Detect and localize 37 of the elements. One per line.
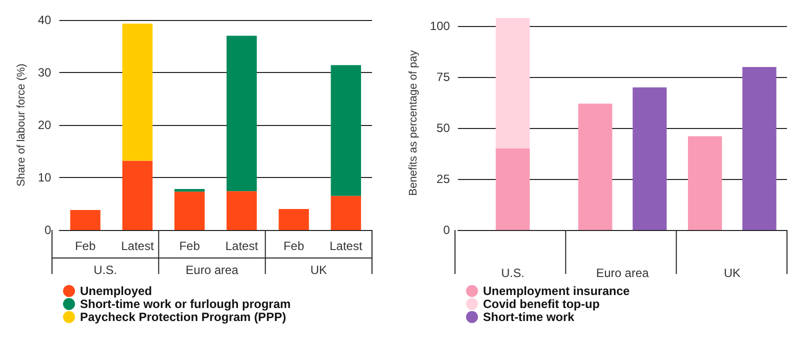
bar [330,65,362,196]
x-tick-label: Euro area [596,266,650,280]
bar [174,189,205,192]
y-tick-label: 0 [443,223,450,237]
legend-label: Unemployment insurance [483,284,630,298]
bar [226,36,257,192]
y-axis-title: Share of labour force (%) [16,64,28,186]
bar [330,196,362,230]
x-tick-label: UK [724,266,740,280]
y-tick-label: 40 [38,13,52,27]
x-tick-label: Feb [283,239,304,253]
bar [70,210,100,230]
bar [174,192,205,230]
legend-label: Short-time work [483,310,575,324]
y-tick-label: 20 [38,118,52,132]
bar [278,209,309,230]
x-tick-label: Latest [121,239,154,253]
legend-label: Unemployed [80,284,152,298]
legend-label: Short-time work or furlough program [80,297,291,311]
legend-label: Covid benefit top-up [483,297,600,311]
x-tick-label: Feb [74,239,96,253]
x-tick-label: U.S. [501,266,524,280]
y-tick-label: 0 [44,223,52,237]
y-tick-label: 10 [38,170,52,184]
bar [122,160,153,230]
y-tick-label: 75 [436,70,450,84]
y-tick-label: 50 [436,121,450,136]
x-tick-label: Latest [225,239,259,253]
y-tick-label: 100 [430,19,450,34]
x-tick-label: Latest [330,239,363,253]
y-tick-label: 25 [436,172,450,186]
y-axis-title: Benefits as percentage of pay [408,50,420,196]
x-tick-label: Feb [179,239,200,253]
bar [226,191,257,230]
y-tick-label: 30 [38,66,52,80]
bar [122,24,153,161]
legend-label: Paycheck Protection Program (PPP) [80,310,286,324]
